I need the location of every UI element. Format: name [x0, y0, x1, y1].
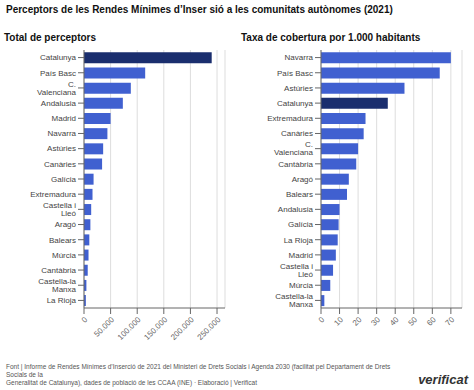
svg-text:País Basc: País Basc: [40, 69, 76, 78]
html-text:Generalitat de Catalunya), dad: Generalitat de Catalunya), dades de pobl…: [6, 379, 257, 386]
svg-text:Cantàbria: Cantàbria: [278, 160, 313, 169]
svg-text:Catalunya: Catalunya: [277, 99, 314, 108]
svg-text:50: 50: [407, 315, 420, 328]
svg-text:La Rioja: La Rioja: [284, 236, 314, 245]
svg-text:250.000: 250.000: [196, 315, 223, 342]
html-text:Total de perceptors: Total de perceptors: [4, 32, 97, 43]
svg-text:País Basc: País Basc: [277, 69, 313, 78]
svg-text:Extremadura: Extremadura: [267, 114, 313, 123]
svg-text:10: 10: [332, 315, 345, 328]
svg-text:Balears: Balears: [286, 190, 313, 199]
svg-text:60: 60: [425, 315, 438, 328]
svg-text:Extremadura: Extremadura: [30, 190, 76, 199]
svg-text:Aragó: Aragó: [292, 175, 314, 184]
svg-text:Múrcia: Múrcia: [52, 251, 77, 260]
svg-text:70: 70: [444, 315, 457, 328]
svg-text:Balears: Balears: [49, 236, 76, 245]
svg-text:Andalusia: Andalusia: [278, 205, 314, 214]
svg-text:C.Valenciana: C.Valenciana: [274, 140, 314, 157]
svg-text:Catalunya: Catalunya: [40, 53, 77, 62]
svg-text:200.000: 200.000: [169, 315, 196, 342]
svg-text:Castella-laManxa: Castella-laManxa: [275, 292, 313, 309]
svg-text:Castella iLleó: Castella iLleó: [280, 262, 313, 279]
svg-text:50.000: 50.000: [92, 315, 116, 339]
svg-text:Múrcia: Múrcia: [289, 281, 314, 290]
svg-text:Astúries: Astúries: [284, 84, 313, 93]
svg-text:Aragó: Aragó: [55, 220, 77, 229]
svg-text:Cantàbria: Cantàbria: [41, 266, 76, 275]
svg-text:0: 0: [80, 315, 90, 325]
html-text:verificat: verificat: [418, 372, 468, 387]
svg-text:Andalusia: Andalusia: [41, 99, 77, 108]
svg-text:Astúries: Astúries: [47, 144, 76, 153]
svg-text:Madrid: Madrid: [52, 114, 76, 123]
svg-text:C.Valenciana: C.Valenciana: [37, 80, 77, 97]
svg-text:100.000: 100.000: [116, 315, 143, 342]
svg-text:Navarra: Navarra: [285, 53, 314, 62]
svg-text:Castella-laManxa: Castella-laManxa: [38, 277, 76, 294]
svg-text:0: 0: [317, 315, 327, 325]
svg-text:20: 20: [351, 315, 364, 328]
html-text:Taxa de cobertura por 1.000 ha: Taxa de cobertura por 1.000 habitants: [241, 32, 421, 43]
svg-text:Galícia: Galícia: [51, 175, 76, 184]
svg-text:40: 40: [388, 315, 401, 328]
svg-text:Canàries: Canàries: [44, 160, 76, 169]
svg-text:Canàries: Canàries: [281, 129, 313, 138]
html-text:Perceptors de les Rendes Mínim: Perceptors de les Rendes Mínimes d’Inser…: [6, 4, 393, 15]
svg-text:La Rioja: La Rioja: [47, 296, 77, 305]
svg-text:150.000: 150.000: [142, 315, 169, 342]
svg-text:30: 30: [369, 315, 382, 328]
svg-text:Galícia: Galícia: [288, 220, 313, 229]
html-text:Font | Informe de Rendes Mínim: Font | Informe de Rendes Mínimes d’Inser…: [6, 363, 391, 378]
svg-text:Navarra: Navarra: [48, 129, 77, 138]
svg-text:Madrid: Madrid: [289, 251, 313, 260]
svg-text:Castella iLleó: Castella iLleó: [43, 201, 76, 218]
